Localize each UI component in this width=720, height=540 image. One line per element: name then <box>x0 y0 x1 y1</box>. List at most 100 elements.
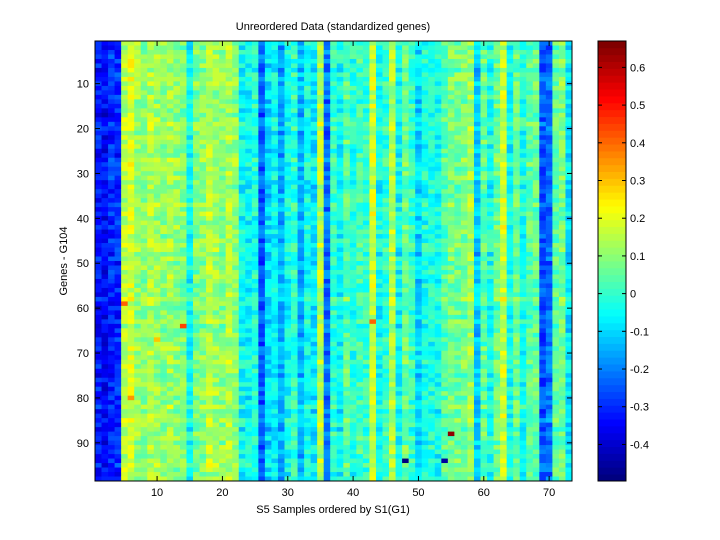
heatmap-cell <box>95 476 102 482</box>
heatmap-cell <box>304 476 312 482</box>
heatmap-cell <box>186 252 194 257</box>
heatmap-cell <box>206 153 214 159</box>
heatmap-cell <box>179 436 187 441</box>
heatmap-cell <box>291 472 298 477</box>
heatmap-cell <box>277 216 285 221</box>
heatmap-cell <box>304 337 312 343</box>
heatmap-cell <box>291 45 298 51</box>
heatmap-cell <box>199 364 207 370</box>
heatmap-cell <box>408 274 416 280</box>
heatmap-cell <box>362 350 370 356</box>
heatmap-cell <box>147 422 155 428</box>
heatmap-cell <box>193 296 200 302</box>
heatmap-cell <box>264 139 272 145</box>
heatmap-cell <box>343 207 351 213</box>
heatmap-cell <box>382 269 390 275</box>
heatmap-cell <box>232 454 240 459</box>
heatmap-cell <box>238 283 246 289</box>
heatmap-cell <box>147 346 155 352</box>
heatmap-cell <box>362 422 370 428</box>
heatmap-cell <box>421 162 429 168</box>
heatmap-cell <box>121 427 129 433</box>
heatmap-cell <box>114 287 122 293</box>
heatmap-cell <box>362 117 370 123</box>
heatmap-cell <box>186 184 194 190</box>
heatmap-cell <box>369 467 377 473</box>
heatmap-cell <box>389 234 396 239</box>
heatmap-cell <box>362 247 370 253</box>
heatmap-cell <box>134 265 142 271</box>
heatmap-cell <box>147 49 155 55</box>
heatmap-cell <box>166 76 174 82</box>
heatmap-cell <box>336 85 344 91</box>
heatmap-cell <box>258 171 266 177</box>
heatmap-cell <box>395 292 403 298</box>
heatmap-cell <box>258 283 266 289</box>
heatmap-cell <box>101 350 109 356</box>
heatmap-cell <box>186 139 194 145</box>
heatmap-cell <box>310 355 318 361</box>
heatmap-cell <box>323 391 331 397</box>
heatmap-cell <box>225 252 233 257</box>
heatmap-cell <box>421 386 429 392</box>
heatmap-cell <box>317 310 325 316</box>
heatmap-cell <box>101 413 109 419</box>
heatmap-cell <box>219 157 227 163</box>
heatmap-cell <box>297 130 305 136</box>
heatmap-cell <box>114 99 122 105</box>
heatmap-cell <box>173 409 181 415</box>
heatmap-cell <box>186 292 194 298</box>
heatmap-cell <box>114 449 122 455</box>
heatmap-cell <box>219 193 227 199</box>
heatmap-cell <box>297 202 305 208</box>
heatmap-cell <box>160 472 168 477</box>
heatmap-cell <box>153 202 161 208</box>
heatmap-cell <box>121 422 129 428</box>
heatmap-cell <box>179 238 187 244</box>
heatmap-cell <box>415 314 423 320</box>
heatmap-cell <box>186 63 194 69</box>
heatmap-cell <box>173 99 181 105</box>
heatmap-cell <box>153 108 161 114</box>
heatmap-cell <box>219 346 227 352</box>
heatmap-cell <box>108 400 115 406</box>
heatmap-cell <box>186 198 194 204</box>
heatmap-cell <box>317 355 325 361</box>
heatmap-cell <box>160 463 168 468</box>
heatmap-cell <box>238 229 246 235</box>
heatmap-cell <box>238 189 246 195</box>
heatmap-cell <box>356 274 364 280</box>
heatmap-cell <box>121 409 129 415</box>
heatmap-cell <box>362 256 370 262</box>
heatmap-cell <box>232 400 240 406</box>
heatmap-cell <box>304 256 312 262</box>
heatmap-cell <box>95 400 102 406</box>
heatmap-cell <box>153 296 161 302</box>
heatmap-cell <box>101 243 109 248</box>
heatmap-cell <box>330 85 338 91</box>
heatmap-cell <box>330 72 338 78</box>
heatmap-cell <box>284 76 292 82</box>
heatmap-cell <box>147 296 155 302</box>
heatmap-cell <box>251 166 259 172</box>
heatmap-cell <box>375 216 383 221</box>
heatmap-cell <box>179 243 187 248</box>
heatmap-cell <box>245 269 253 275</box>
heatmap-cell <box>140 314 148 320</box>
heatmap-cell <box>166 404 174 410</box>
heatmap-cell <box>330 144 338 150</box>
heatmap-cell <box>349 94 357 100</box>
heatmap-cell <box>166 157 174 163</box>
heatmap-cell <box>258 409 266 415</box>
heatmap-cell <box>134 54 142 60</box>
heatmap-cell <box>271 301 279 307</box>
heatmap-cell <box>408 81 416 87</box>
heatmap-cell <box>369 310 377 316</box>
heatmap-cell <box>245 238 253 244</box>
heatmap-cell <box>349 202 357 208</box>
heatmap-cell <box>317 287 325 293</box>
heatmap-cell <box>186 328 194 334</box>
heatmap-cell <box>369 171 377 177</box>
heatmap-cell <box>225 310 233 316</box>
heatmap-cell <box>199 368 207 374</box>
